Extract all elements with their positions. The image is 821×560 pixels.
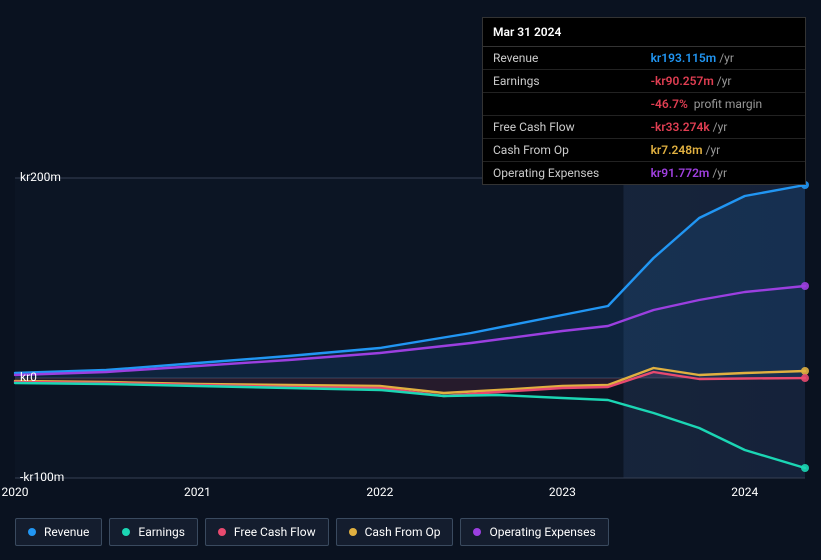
tooltip-row: Earnings-kr90.257m/yr [483, 70, 805, 93]
tooltip-row-label: Operating Expenses [483, 162, 641, 185]
tooltip-row-value: kr91.772m/yr [641, 162, 805, 185]
legend-item[interactable]: Operating Expenses [460, 518, 608, 546]
legend-label: Revenue [44, 525, 89, 539]
legend-item[interactable]: Cash From Op [336, 518, 454, 546]
tooltip-row-label: Revenue [483, 47, 641, 70]
y-axis-label: -kr100m [20, 470, 64, 484]
tooltip-table: Revenuekr193.115m/yrEarnings-kr90.257m/y… [483, 47, 805, 184]
chart-plot-area [15, 178, 805, 478]
tooltip-panel: Mar 31 2024 Revenuekr193.115m/yrEarnings… [482, 17, 806, 185]
x-axis-label: 2020 [2, 485, 29, 499]
tooltip-row: Operating Expenseskr91.772m/yr [483, 162, 805, 185]
tooltip-row-label: Cash From Op [483, 139, 641, 162]
x-axis-label: 2021 [184, 485, 211, 499]
tooltip-row-label: Free Cash Flow [483, 116, 641, 139]
legend-item[interactable]: Earnings [109, 518, 198, 546]
legend-dot-icon [122, 528, 130, 536]
y-axis-label: kr200m [20, 170, 61, 184]
legend-dot-icon [218, 528, 226, 536]
tooltip-row-value: -kr33.274k/yr [641, 116, 805, 139]
tooltip-row-value: kr193.115m/yr [641, 47, 805, 70]
tooltip-row-label: Earnings [483, 70, 641, 93]
legend-label: Earnings [138, 525, 185, 539]
tooltip-date: Mar 31 2024 [483, 18, 805, 47]
tooltip-row: Cash From Opkr7.248m/yr [483, 139, 805, 162]
x-axis-label: 2024 [731, 485, 758, 499]
legend-item[interactable]: Free Cash Flow [205, 518, 329, 546]
x-axis: 20202021202220232024 [15, 485, 805, 501]
x-axis-label: 2022 [366, 485, 393, 499]
tooltip-row-value: -kr90.257m/yr [641, 70, 805, 93]
legend: Revenue Earnings Free Cash Flow Cash From O… [15, 518, 609, 546]
legend-label: Cash From Op [365, 525, 441, 539]
tooltip-row: Free Cash Flow-kr33.274k/yr [483, 116, 805, 139]
legend-item[interactable]: Revenue [15, 518, 102, 546]
tooltip-row-extra: -46.7% profit margin [483, 93, 805, 116]
legend-label: Operating Expenses [489, 525, 595, 539]
legend-dot-icon [28, 528, 36, 536]
legend-label: Free Cash Flow [234, 525, 316, 539]
x-axis-label: 2023 [549, 485, 576, 499]
tooltip-row-value: kr7.248m/yr [641, 139, 805, 162]
legend-dot-icon [473, 528, 481, 536]
y-axis-label: kr0 [20, 370, 37, 384]
tooltip-row: Revenuekr193.115m/yr [483, 47, 805, 70]
legend-dot-icon [349, 528, 357, 536]
